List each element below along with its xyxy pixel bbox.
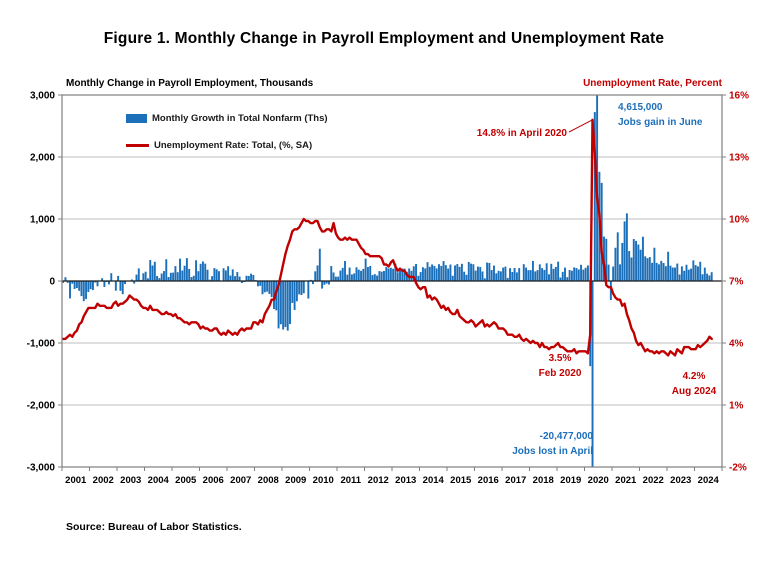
legend-label-bars: Monthly Growth in Total Nonfarm (Ths) [152,113,328,124]
annotation-june-jobs-value: 4,615,000 [618,102,663,113]
unemployment-line [62,118,713,357]
left-axis-tick-labels: 3,000 2,000 1,000 0 -1,000 -2,000 -3,000 [27,91,56,474]
year-label: 2011 [340,475,361,486]
bar-swatch-icon [126,114,147,123]
year-label: 2021 [615,475,637,486]
left-tick-label: 0 [49,277,55,288]
year-label: 2019 [560,475,581,486]
year-label: 2010 [313,475,334,486]
legend-label-line: Unemployment Rate: Total, (%, SA) [154,140,313,151]
annotation-aug2024-caption: Aug 2024 [671,386,717,397]
left-tick-label: 1,000 [30,215,55,226]
right-tick-label: 10% [729,215,749,226]
year-label: 2008 [258,475,279,486]
annotation-june-jobs: 4,615,000 Jobs gain in June [618,100,702,130]
year-label: 2023 [670,475,691,486]
legend-item-bars: Monthly Growth in Total Nonfarm (Ths) [126,113,328,124]
year-label: 2001 [65,475,87,486]
right-tick-label: 16% [729,91,749,102]
annotation-connector-line [568,119,593,133]
left-tick-label: -1,000 [27,339,56,350]
right-tick-label: 1% [729,401,744,412]
payroll-bars [62,95,713,467]
annotation-feb2020-rate: 3.5% Feb 2020 [518,351,602,381]
year-label: 2005 [175,475,197,486]
right-axis-tick-labels: 16% 13% 10% 7% 4% 1% -2% [729,91,749,474]
x-axis-year-labels: 2001 2002 2003 2004 2005 2006 2007 2008 2009 2010… [65,475,719,486]
figure-title: Figure 1. Monthly Change in Payroll Empl… [103,30,665,47]
legend-item-line: Unemployment Rate: Total, (%, SA) [126,140,328,151]
year-label: 2018 [533,475,554,486]
left-tick-label: -3,000 [27,463,56,474]
left-axis-title: Monthly Change in Payroll Employment, Th… [66,78,314,89]
annotation-aug2024-rate: 4.2% Aug 2024 [652,369,736,399]
annotation-peak-rate: 14.8% in April 2020 [476,128,567,139]
left-tick-label: -2,000 [27,401,56,412]
right-tick-label: -2% [729,463,747,474]
year-label: 2022 [643,475,664,486]
annotation-june-jobs-caption: Jobs gain in June [618,117,703,128]
annotation-april-jobs-caption: Jobs lost in April [512,446,593,457]
annotation-april-jobs-value: -20,477,000 [539,431,593,442]
year-label: 2009 [285,475,306,486]
annotation-april-jobs: -20,477,000 Jobs lost in April [489,429,593,459]
left-tick-label: 2,000 [30,153,55,164]
year-label: 2017 [505,475,526,486]
plot-svg: 3,000 2,000 1,000 0 -1,000 -2,000 -3,000 16% 13%… [27,91,749,487]
tick-marks [58,94,726,471]
right-axis-title: Unemployment Rate, Percent [583,78,722,89]
year-label: 2007 [230,475,251,486]
annotation-aug2024-value: 4.2% [682,371,706,382]
year-label: 2003 [120,475,141,486]
year-label: 2014 [423,475,445,486]
left-tick-label: 3,000 [30,91,55,102]
year-label: 2015 [450,475,472,486]
year-label: 2020 [588,475,609,486]
right-tick-label: 13% [729,153,749,164]
right-tick-label: 4% [729,339,744,350]
year-label: 2006 [203,475,224,486]
year-label: 2024 [698,475,720,486]
annotation-feb2020-value: 3.5% [548,353,572,364]
year-label: 2012 [368,475,389,486]
year-label: 2004 [148,475,170,486]
year-label: 2016 [478,475,499,486]
source-note: Source: Bureau of Labor Statistics. [66,521,242,533]
line-swatch-icon [126,144,149,147]
year-label: 2013 [395,475,416,486]
annotation-feb2020-caption: Feb 2020 [538,368,582,379]
legend: Monthly Growth in Total Nonfarm (Ths) Un… [126,113,328,151]
right-tick-label: 7% [729,277,744,288]
gridlines [62,156,722,406]
year-label: 2002 [93,475,114,486]
